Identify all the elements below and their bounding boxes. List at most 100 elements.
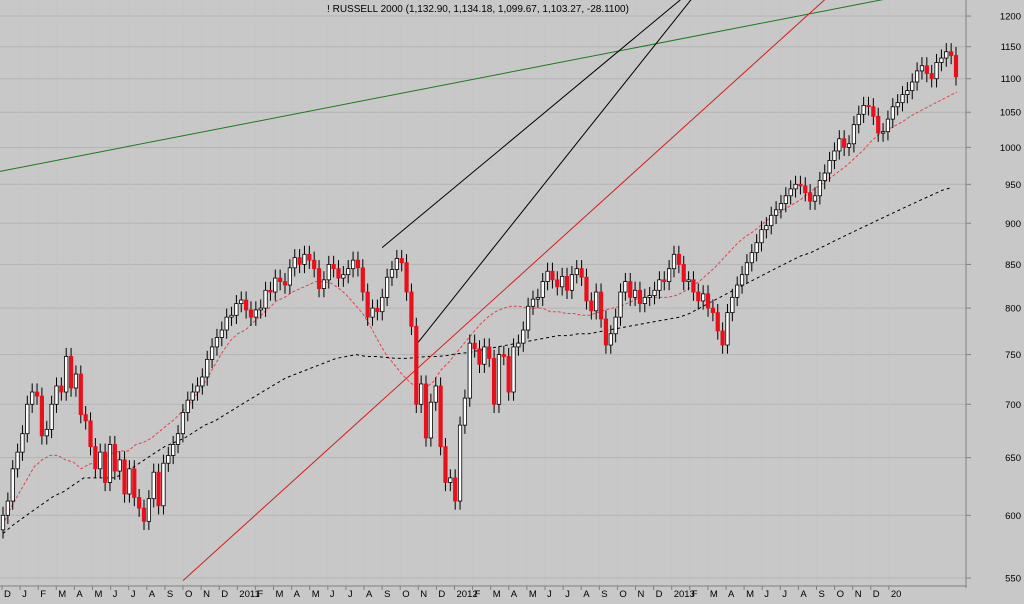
trendlines: [0, 0, 884, 581]
candle-body-down: [710, 307, 715, 314]
candle-body-up: [793, 183, 798, 190]
x-tick-label: M: [58, 589, 66, 599]
candle: [535, 288, 540, 308]
x-tick-label: 2011: [239, 589, 259, 599]
trendline: [417, 0, 692, 343]
candle: [637, 281, 643, 313]
candle: [209, 338, 215, 369]
candle: [866, 96, 871, 116]
x-tick-label: D: [4, 589, 11, 599]
candle-body-up: [545, 270, 550, 282]
candle: [540, 272, 545, 307]
candle: [691, 271, 696, 301]
candle-body-up: [759, 229, 764, 244]
candle-body-up: [205, 358, 210, 378]
candle: [846, 135, 852, 157]
candle-body-up: [389, 269, 395, 278]
candle-body-down: [871, 106, 876, 117]
candle: [856, 105, 861, 134]
candle-body-up: [885, 118, 891, 133]
x-tick-label: J: [330, 589, 335, 599]
candle: [404, 254, 409, 301]
candle: [438, 377, 443, 456]
candle: [526, 297, 531, 339]
candle-body-up: [671, 253, 677, 270]
candle: [477, 340, 482, 373]
candle: [895, 94, 900, 116]
candle-body-up: [642, 296, 647, 305]
candle-body-up: [200, 376, 205, 387]
candle-body-up: [185, 399, 190, 413]
x-tick-label: M: [312, 589, 320, 599]
candle-body-down: [501, 354, 506, 357]
candle-body-down: [842, 138, 847, 148]
candle-body-down: [715, 312, 720, 332]
candle-body-up: [822, 172, 827, 181]
candle-body-up: [521, 329, 526, 344]
candle: [822, 164, 827, 190]
candle-body-down: [506, 356, 511, 393]
candle: [5, 492, 10, 524]
candle: [939, 49, 944, 72]
candle-body-down: [628, 281, 633, 298]
candle-body-down: [137, 497, 142, 509]
candle: [312, 251, 317, 278]
candle-body-up: [127, 468, 132, 495]
candle-body-down: [550, 270, 555, 281]
candle: [584, 268, 589, 310]
candle-body-up: [467, 342, 472, 399]
candle: [117, 451, 122, 480]
candle-body-down: [122, 459, 127, 495]
y-tick-label: 550: [1005, 573, 1021, 584]
candle: [827, 151, 832, 182]
y-axis-background: [966, 0, 1024, 599]
candle: [749, 244, 754, 272]
candle-body-up: [496, 354, 502, 405]
candle-body-down: [78, 373, 83, 416]
candle-body-down: [132, 468, 137, 498]
x-tick-label: F: [257, 589, 263, 599]
candle: [598, 283, 604, 328]
candle-body-down: [278, 277, 283, 282]
candle-body-up: [812, 195, 818, 202]
candle-body-up: [900, 94, 905, 104]
x-tick-label: M: [746, 589, 754, 599]
candle: [555, 271, 560, 296]
x-tick-label: D: [438, 589, 445, 599]
candle: [647, 287, 652, 307]
candle-body-up: [701, 293, 706, 302]
candle: [594, 283, 599, 320]
candle: [808, 184, 813, 210]
candle: [632, 281, 638, 307]
candle-body-up: [686, 279, 691, 282]
candle-body-up: [180, 412, 186, 435]
candle-body-up: [54, 385, 59, 405]
candle: [487, 338, 492, 368]
candle: [569, 266, 574, 300]
y-tick-label: 700: [1005, 400, 1021, 411]
candle-body-up: [287, 267, 292, 286]
candle: [365, 283, 370, 326]
candle-body-up: [851, 124, 856, 145]
x-tick-label: 2012: [457, 589, 478, 599]
y-tick-label: 600: [1005, 511, 1021, 522]
candle: [428, 393, 433, 447]
y-tick-label: 1150: [1001, 42, 1021, 53]
candle: [953, 46, 959, 86]
candle-body-down: [355, 259, 361, 269]
x-tick-label: A: [76, 589, 83, 599]
candle: [817, 171, 822, 205]
candle: [132, 460, 137, 507]
candle: [462, 389, 468, 434]
candle-body-down: [676, 253, 681, 265]
candle: [778, 194, 784, 219]
candle: [564, 267, 570, 300]
candle-body-up: [837, 138, 842, 152]
candle: [701, 285, 706, 310]
candle: [861, 96, 866, 123]
candle: [282, 272, 288, 294]
candle: [482, 338, 487, 373]
candle: [107, 435, 113, 492]
x-tick-label: J: [348, 589, 353, 599]
